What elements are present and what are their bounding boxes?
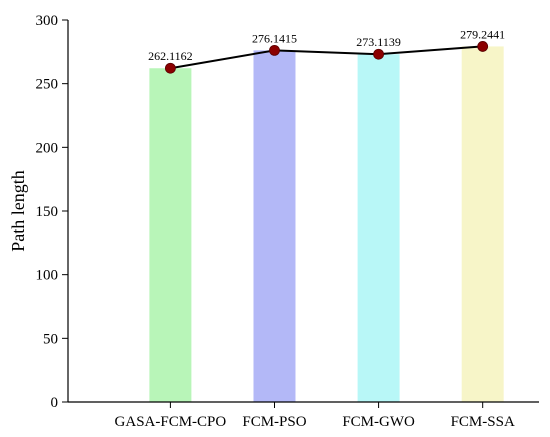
- y-tick-label: 250: [36, 77, 59, 93]
- series-line: [170, 45, 483, 70]
- y-tick-label: 0: [51, 395, 59, 411]
- data-point-marker: [477, 41, 489, 52]
- x-tick-label: FCM-SSA: [451, 414, 515, 430]
- x-axis: GASA-FCM-CPO FCM-PSO FCM-GWO FCM-SSA: [68, 401, 539, 430]
- y-axis-title: Path length: [8, 170, 28, 252]
- data-point-marker: [164, 62, 176, 74]
- x-tick-label: FCM-GWO: [342, 414, 415, 430]
- x-tick-label: FCM-PSO: [242, 414, 306, 430]
- series-line-group: [164, 41, 489, 74]
- data-label: 273.1139: [356, 35, 401, 49]
- data-point-marker: [269, 44, 280, 56]
- data-label: 276.1415: [252, 31, 297, 45]
- bar-gasa-fcm-cpo: [149, 68, 192, 402]
- data-labels-group: 262.1162 276.1415 273.1139 279.2441: [148, 27, 505, 63]
- y-axis: 0 50 100 150 200 250 300: [36, 13, 69, 411]
- data-label: 279.2441: [460, 27, 505, 41]
- x-tick-label: GASA-FCM-CPO: [115, 414, 227, 430]
- bar-fcm-ssa: [461, 46, 504, 403]
- y-tick-label: 200: [36, 140, 59, 156]
- bar-fcm-pso: [253, 50, 296, 402]
- bar-fcm-gwo: [357, 54, 400, 403]
- y-tick-label: 50: [43, 331, 58, 347]
- y-tick-label: 150: [36, 204, 59, 220]
- y-tick-label: 300: [36, 13, 59, 29]
- y-tick-label: 100: [36, 268, 59, 284]
- data-point-marker: [373, 48, 384, 60]
- bars-group: [149, 46, 504, 403]
- data-label: 262.1162: [148, 49, 193, 63]
